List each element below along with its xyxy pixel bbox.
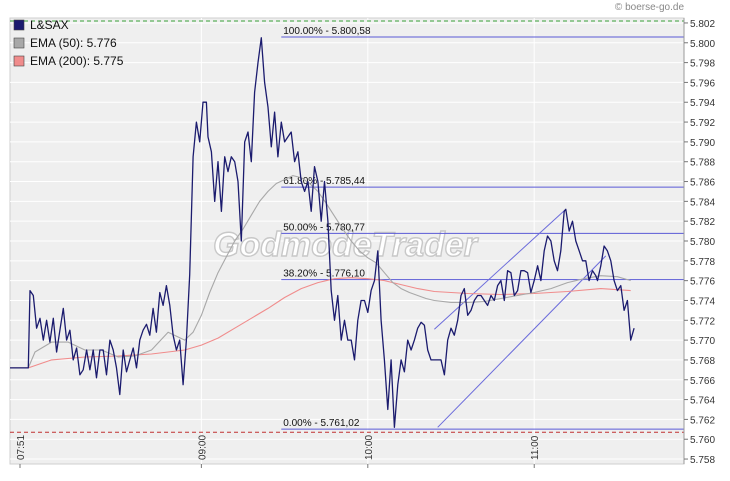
y-tick-label: 5.760	[690, 435, 715, 446]
y-tick-label: 5.794	[690, 98, 715, 109]
x-tick-label: 11:00	[530, 435, 541, 460]
fib-label: 100.00% - 5.800,58	[283, 26, 371, 37]
y-tick-label: 5.766	[690, 376, 715, 387]
watermark-text: GodmodeTrader	[213, 226, 479, 264]
legend-label: EMA (50): 5.776	[30, 36, 117, 50]
y-tick-label: 5.796	[690, 78, 715, 89]
y-tick-label: 5.798	[690, 59, 715, 70]
reference-lines	[10, 20, 684, 433]
y-tick-label: 5.770	[690, 336, 715, 347]
legend-swatch	[13, 19, 25, 31]
credit-text: © boerse-go.de	[615, 2, 685, 13]
legend-swatch	[13, 37, 25, 49]
y-tick-label: 5.762	[690, 415, 715, 426]
trend-channel	[434, 208, 607, 428]
channel-line	[434, 208, 567, 330]
legend-swatch	[13, 55, 25, 67]
y-tick-label: 5.790	[690, 138, 715, 149]
channel-line	[437, 255, 607, 428]
y-tick-label: 5.774	[690, 296, 715, 307]
y-tick-label: 5.758	[690, 455, 715, 466]
y-tick-label: 5.788	[690, 158, 715, 169]
x-tick-label: 10:00	[364, 435, 375, 460]
y-tick-label: 5.768	[690, 356, 715, 367]
fib-label: 50.00% - 5.780,77	[283, 222, 365, 233]
fib-label: 38.20% - 5.776,10	[283, 269, 365, 280]
series-lines	[10, 37, 635, 428]
y-tick-label: 5.800	[690, 39, 715, 50]
y-tick-label: 5.784	[690, 197, 715, 208]
y-tick-label: 5.792	[690, 118, 715, 129]
fib-label: 0.00% - 5.761,02	[283, 418, 360, 429]
y-tick-label: 5.772	[690, 316, 715, 327]
x-tick-label: 09:00	[197, 435, 208, 460]
y-tick-label: 5.776	[690, 277, 715, 288]
legend-label: L&SAX	[30, 18, 69, 32]
y-tick-label: 5.786	[690, 178, 715, 189]
series-line-ema50	[10, 175, 631, 369]
x-tick-label: 07:51	[16, 435, 27, 460]
y-tick-label: 5.782	[690, 217, 715, 228]
legend-label: EMA (200): 5.775	[30, 54, 124, 68]
y-tick-label: 5.778	[690, 257, 715, 268]
series-line-price	[10, 37, 635, 428]
y-tick-label: 5.802	[690, 19, 715, 30]
y-axis: 5.758 5.760 5.762 5.764 5.766 5.768 5.770 5.772…	[683, 18, 715, 466]
y-tick-label: 5.764	[690, 396, 715, 407]
y-tick-label: 5.780	[690, 237, 715, 248]
legend: L&SAX EMA (50): 5.776 EMA (200): 5.775	[13, 18, 124, 68]
x-axis: 07:51 09:00 10:00 11:00	[16, 435, 541, 468]
